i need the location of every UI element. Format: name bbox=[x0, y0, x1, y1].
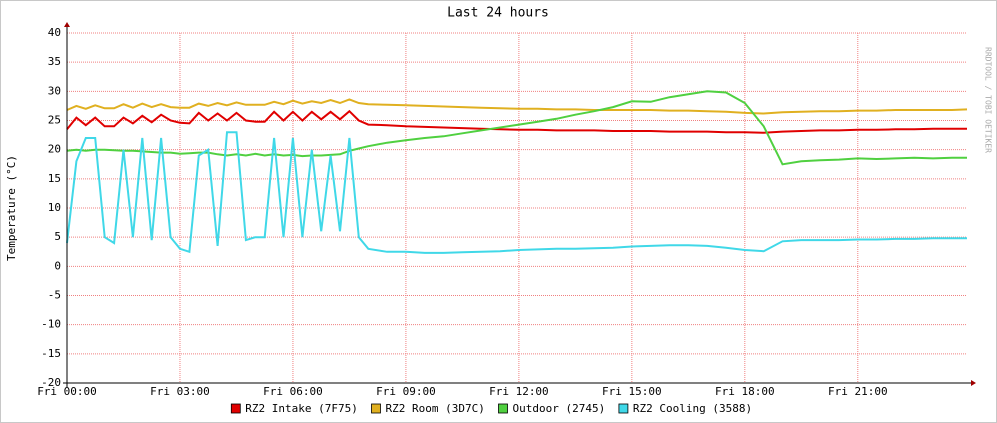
y-axis-arrow bbox=[64, 22, 70, 27]
series-line bbox=[66, 98, 968, 115]
y-tick-label: 0 bbox=[54, 259, 61, 272]
chart-title: Last 24 hours bbox=[447, 6, 549, 21]
y-tick-label: -15 bbox=[41, 347, 61, 360]
legend-swatch bbox=[371, 403, 381, 414]
legend-swatch bbox=[230, 403, 241, 414]
y-tick-label: -20 bbox=[41, 376, 61, 389]
y-tick-label: 5 bbox=[54, 230, 61, 243]
legend-label: RZ2 Cooling (3588) bbox=[633, 402, 752, 415]
y-axis-label: Temperature (°C) bbox=[5, 155, 18, 261]
x-tick-label: Fri 21:00 bbox=[828, 385, 888, 398]
y-tick-label: 40 bbox=[48, 26, 61, 39]
legend-label: RZ2 Room (3D7C) bbox=[386, 402, 485, 415]
legend-swatch bbox=[498, 403, 508, 414]
x-tick-label: Fri 15:00 bbox=[602, 385, 662, 398]
watermark: RRDTOOL / TOBI OETIKER bbox=[984, 47, 993, 153]
series-line bbox=[66, 131, 967, 254]
series-line bbox=[66, 109, 967, 134]
y-tick-label: 15 bbox=[48, 172, 61, 185]
y-tick-label: 35 bbox=[48, 55, 61, 68]
x-axis-arrow bbox=[971, 380, 976, 386]
y-tick-label: 25 bbox=[48, 114, 61, 127]
y-tick-label: 10 bbox=[48, 201, 61, 214]
legend-label: Outdoor (2745) bbox=[513, 402, 606, 415]
y-tick-label: 30 bbox=[48, 84, 61, 97]
y-tick-label: -10 bbox=[41, 318, 61, 331]
series-line bbox=[66, 90, 967, 166]
x-tick-label: Fri 00:00 bbox=[37, 385, 97, 398]
x-tick-label: Fri 09:00 bbox=[376, 385, 436, 398]
x-tick-label: Fri 03:00 bbox=[150, 385, 210, 398]
legend-label: RZ2 Intake (7F75) bbox=[245, 402, 358, 415]
y-tick-label: -5 bbox=[48, 289, 61, 302]
x-tick-label: Fri 18:00 bbox=[715, 385, 775, 398]
x-tick-label: Fri 06:00 bbox=[263, 385, 323, 398]
x-tick-label: Fri 12:00 bbox=[489, 385, 549, 398]
legend-swatch bbox=[618, 403, 629, 414]
y-tick-label: 20 bbox=[48, 143, 61, 156]
